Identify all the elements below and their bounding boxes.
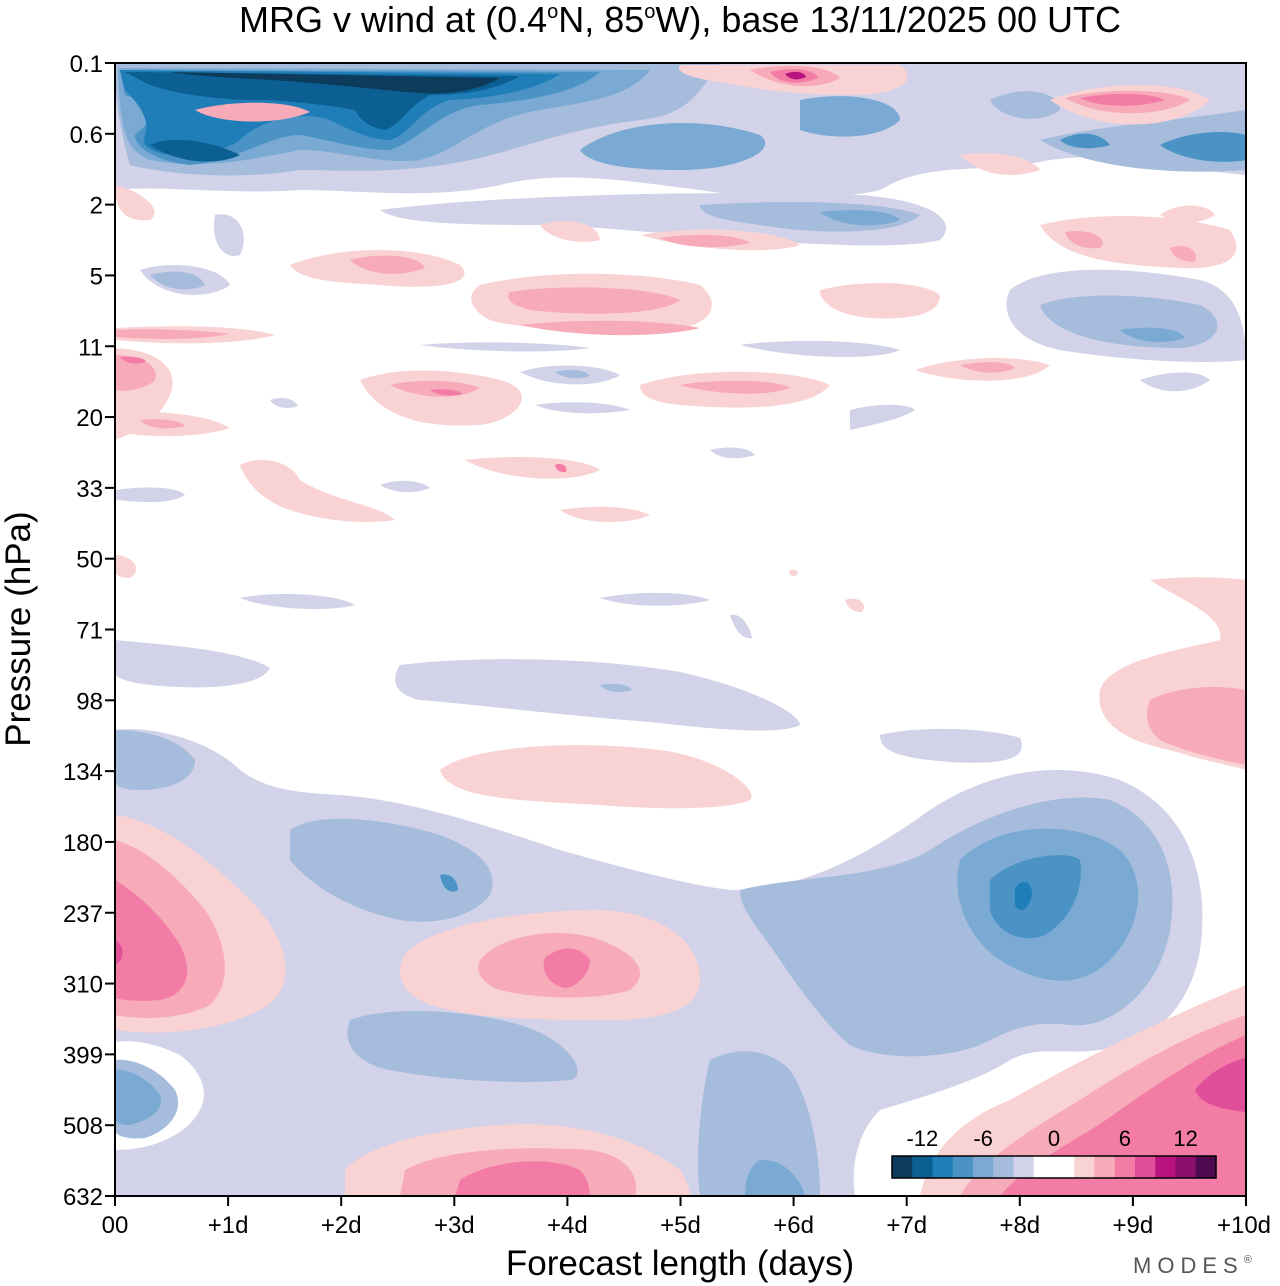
- colorbar-swatch: [1195, 1156, 1217, 1178]
- x-tick-label: +3d: [434, 1212, 475, 1239]
- x-tick-label: +10d: [1217, 1212, 1271, 1239]
- contour-neg-right-5: [140, 265, 1246, 362]
- contour-neg-upper-band-3: [820, 210, 900, 226]
- contour-neg-mid-top: [580, 96, 900, 170]
- contour-neg-low-8: [440, 855, 1081, 939]
- contour-pos-5hpa-2: [115, 287, 700, 339]
- title-degree-2: o: [644, 1, 655, 23]
- contour-pos-low-left-4: [115, 940, 123, 965]
- x-tick-label: +9d: [1113, 1212, 1154, 1239]
- contour-neg-low-4a: [115, 730, 1173, 1196]
- colorbar-swatch: [1175, 1156, 1197, 1178]
- colorbar-label: -6: [973, 1126, 993, 1151]
- colorbar-swatch: [973, 1156, 994, 1178]
- contour-neg-mid-1: [115, 592, 1022, 763]
- y-tick-label: 508: [63, 1113, 103, 1140]
- colorbar-swatch: [1135, 1156, 1156, 1178]
- colorbar-swatch: [1033, 1156, 1055, 1178]
- colorbar-swatch: [912, 1156, 933, 1178]
- x-tick-label: +8d: [999, 1212, 1040, 1239]
- colorbar-swatch: [892, 1156, 913, 1178]
- colorbar: -12 -6 0 6 12: [891, 1126, 1217, 1179]
- modes-logo: MODES®: [1133, 1253, 1258, 1278]
- x-tick-label: 00: [102, 1212, 129, 1239]
- colorbar-swatch: [932, 1156, 954, 1178]
- contour-pos-top-3: [770, 69, 1165, 106]
- y-tick-label: 71: [76, 618, 103, 645]
- colorbar-swatch: [1114, 1156, 1136, 1178]
- y-tick-label: 0.6: [70, 122, 103, 149]
- colorbar-swatch: [1054, 1156, 1075, 1178]
- y-tick-label: 50: [76, 547, 103, 574]
- chart-title: MRG v wind at (0.4oN, 85oW), base 13/11/…: [239, 0, 1121, 40]
- y-tick-label: 98: [76, 688, 103, 715]
- x-tick-label: +4d: [547, 1212, 588, 1239]
- contour-neg-right-top-6: [1060, 132, 1246, 162]
- colorbar-label: 0: [1048, 1126, 1060, 1151]
- y-tick-label: 399: [63, 1042, 103, 1069]
- y-tick-label: 5: [90, 263, 103, 290]
- y-axis-label: Pressure (hPa): [0, 511, 38, 746]
- colorbar-swatch: [1013, 1156, 1035, 1178]
- title-mid: N, 85: [558, 0, 644, 40]
- colorbar-label: 6: [1119, 1126, 1131, 1151]
- contour-pos-low-left-3: [115, 880, 188, 1001]
- title-prefix: MRG v wind at (0.4: [239, 0, 547, 40]
- title-degree-1: o: [547, 1, 558, 23]
- contour-neg-low-10: [1015, 881, 1032, 911]
- x-tick-label: +5d: [660, 1212, 701, 1239]
- contour-pos-mid: [115, 555, 1246, 809]
- contour-neg-right-5c: [1120, 327, 1185, 342]
- contour-pos-center-3: [543, 948, 590, 988]
- x-tick-label: +1d: [208, 1212, 249, 1239]
- y-tick-label: 310: [63, 972, 103, 999]
- x-axis: 00 +1d +2d +3d +4d +5d +6d +7d +8d +9d +10d: [102, 1196, 1271, 1239]
- x-axis-label: Forecast length (days): [506, 1244, 854, 1283]
- x-tick-label: +2d: [321, 1212, 362, 1239]
- y-tick-label: 180: [63, 830, 103, 857]
- contour-pos-upper-1: [115, 153, 1237, 287]
- contour-pos-lower-right-4: [1195, 1058, 1246, 1112]
- contour-pos-top-2: [195, 65, 1190, 122]
- contour-pos-mid-2: [1147, 687, 1246, 765]
- colorbar-frame: [891, 1155, 1217, 1179]
- contour-neg-top-12: [125, 72, 520, 162]
- y-tick-label: 237: [63, 901, 103, 928]
- brand-mark: ®: [1244, 1254, 1258, 1266]
- colorbar-swatch: [1155, 1156, 1176, 1178]
- contour-neg-right-5b: [150, 271, 1218, 348]
- x-tick-label: +6d: [773, 1212, 814, 1239]
- contour-neg-11hpa-b: [555, 369, 590, 379]
- y-tick-label: 11: [78, 334, 103, 361]
- y-axis: 0.1 0.6 2 5 11 20 33 50 71 98 134 180 237 310 399 508 63…: [63, 51, 115, 1211]
- colorbar-swatch: [993, 1156, 1014, 1178]
- y-tick-label: 2: [90, 193, 103, 220]
- colorbar-swatch: [952, 1156, 974, 1178]
- contour-pos-11hpa: [115, 348, 1050, 522]
- colorbar-label: -12: [906, 1126, 938, 1151]
- y-tick-label: 0.1: [70, 51, 103, 78]
- y-tick-label: 20: [76, 405, 103, 432]
- contour-neg-mid-2: [600, 683, 632, 693]
- colorbar-swatch: [1094, 1156, 1116, 1178]
- colorbar-swatch: [1074, 1156, 1095, 1178]
- y-tick-label: 632: [63, 1184, 103, 1211]
- contour-field: [115, 63, 1246, 1196]
- contour-pos-top-4: [785, 71, 806, 80]
- y-tick-label: 134: [63, 759, 103, 786]
- brand-text: MODES: [1133, 1253, 1244, 1278]
- x-tick-label: +7d: [886, 1212, 927, 1239]
- contour-pos-bottom-3: [455, 1161, 590, 1196]
- title-suffix: W), base 13/11/2025 00 UTC: [655, 0, 1121, 40]
- colorbar-label: 12: [1173, 1126, 1197, 1151]
- y-tick-label: 33: [76, 476, 103, 503]
- contour-neg-top-14: [170, 72, 500, 94]
